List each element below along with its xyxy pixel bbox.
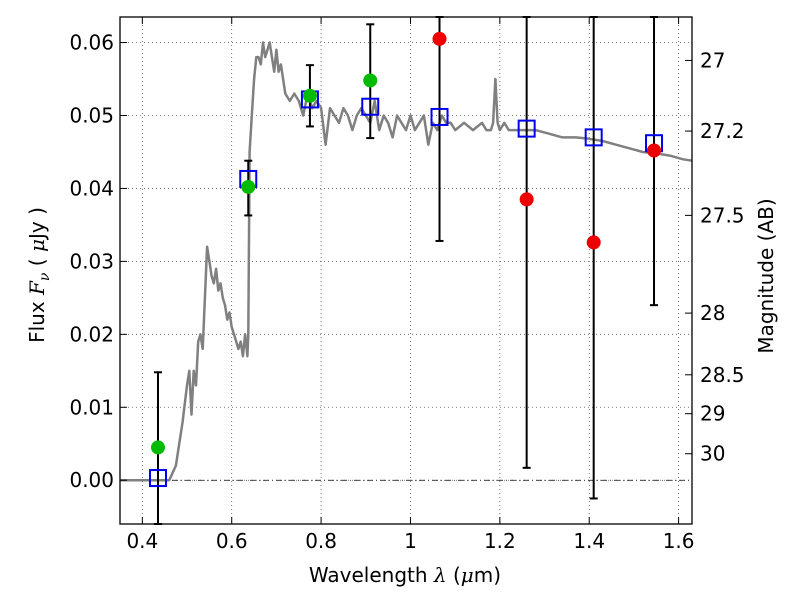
y2-tick-label: 30: [700, 442, 725, 466]
x-tick-label: 0.6: [216, 529, 248, 553]
x-tick-label: 0.8: [305, 529, 337, 553]
y2-axis-title: Magnitude (AB): [754, 198, 778, 353]
observed-point: [302, 88, 317, 103]
model-box-marker: [584, 128, 603, 147]
y-tick-label: 0.06: [69, 31, 114, 55]
model-box-marker: [148, 469, 167, 488]
y-tick-label: 0.01: [69, 395, 114, 419]
grid: [120, 17, 692, 524]
y2-tick-label: 29: [700, 402, 725, 426]
y-tick-label: 0.02: [69, 322, 114, 346]
model-box-marker: [517, 119, 536, 138]
data-points-layer: [150, 31, 662, 455]
tick-labels-layer: 0.4 0.6 0.8 1 1.2 1.4 1.6 0.00 0.01 0.02 0.03 0.04 0…: [69, 31, 744, 553]
x-tick-label: 1.2: [484, 529, 516, 553]
x-tick-label: 1.6: [663, 529, 695, 553]
y-tick-label: 0.03: [69, 249, 114, 273]
upper-limit-point: [432, 31, 447, 46]
model-boxes-layer: [148, 90, 664, 488]
x-tick-label: 1: [404, 529, 417, 553]
axes-frame-layer: [119, 16, 693, 525]
model-box-marker: [361, 97, 380, 116]
y2-tick-label: 28.5: [700, 363, 745, 387]
x-tick-label: 1.4: [573, 529, 605, 553]
y2-tick-label: 27.2: [700, 119, 745, 143]
upper-limit-point: [647, 143, 662, 158]
x-tick-label: 0.4: [126, 529, 158, 553]
upper-limit-point: [586, 235, 601, 250]
y-tick-label: 0.05: [69, 103, 114, 127]
model-box-marker: [430, 107, 449, 126]
model-spectrum-layer: [120, 41, 693, 482]
observed-point: [150, 440, 165, 455]
y2-tick-label: 27.5: [700, 203, 745, 227]
upper-limit-point: [519, 192, 534, 207]
observed-point: [241, 179, 256, 194]
error-bars-layer: [153, 16, 659, 525]
y-axis-title: Flux Fν ( μJy ): [25, 207, 53, 343]
observed-point: [363, 73, 378, 88]
y2-tick-label: 28: [700, 301, 725, 325]
y-tick-label: 0.04: [69, 176, 114, 200]
y-tick-label: 0.00: [69, 468, 114, 492]
y2-tick-label: 27: [700, 48, 725, 72]
plot-frame: [119, 16, 693, 525]
model-spectrum-line: [120, 41, 693, 482]
x-axis-title: Wavelength λ (μm): [309, 563, 501, 587]
